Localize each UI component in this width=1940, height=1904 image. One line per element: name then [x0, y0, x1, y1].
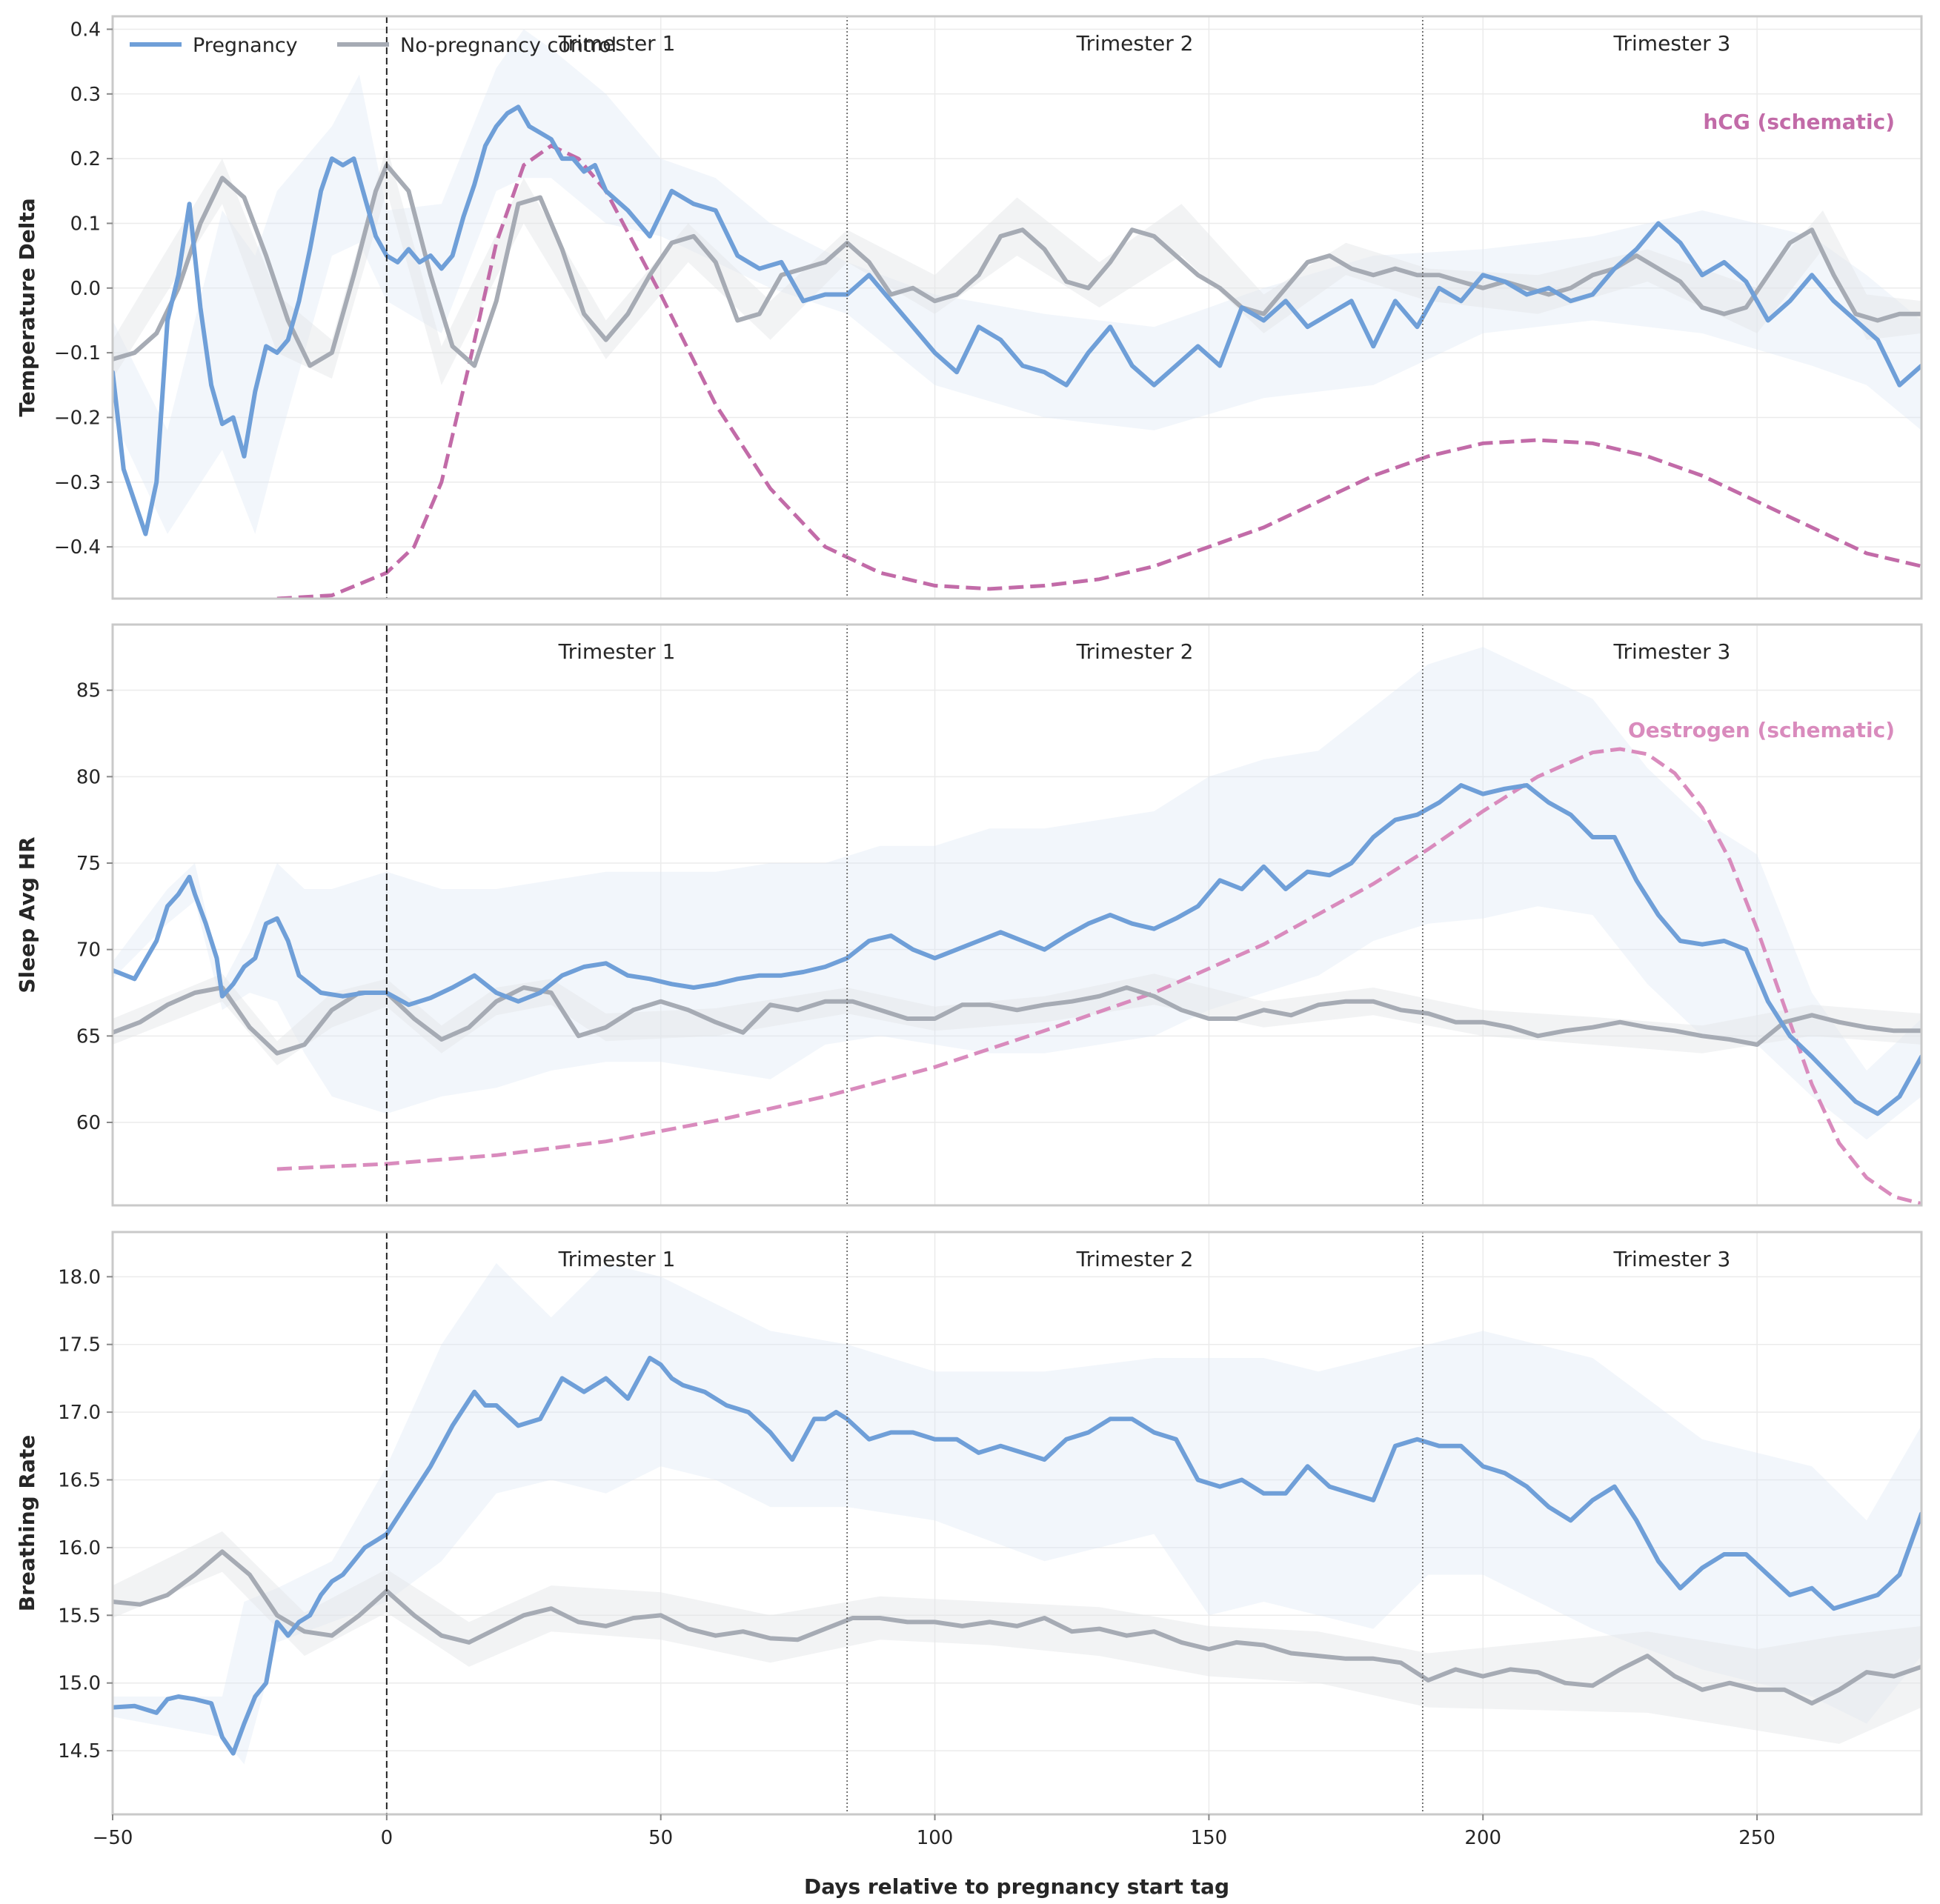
trimester-label: Trimester 3 [1613, 1247, 1731, 1271]
y-tick-label: 16.5 [58, 1470, 101, 1492]
panel-breathing-rate: Trimester 1 Trimester 2 Trimester 3 14.5 15.… [15, 1231, 1923, 1849]
trimester-label: Trimester 3 [1613, 31, 1731, 56]
y-tick-label: 80 [76, 766, 101, 788]
y-tick-label: 14.5 [58, 1740, 101, 1762]
trimester-label: Trimester 2 [1076, 639, 1194, 664]
y-axis-title: Breathing Rate [15, 1435, 39, 1612]
y-axis-title: Sleep Avg HR [15, 836, 39, 993]
x-tick-label: 50 [648, 1827, 673, 1849]
y-tick-label: 17.0 [58, 1402, 101, 1424]
legend-label-pregnancy: Pregnancy [193, 34, 298, 57]
y-tick-label: −0.4 [54, 536, 101, 559]
hormone-curve-oestrogen-schematic [276, 747, 1921, 1205]
hormone-curve-hcg-schematic [276, 143, 1921, 599]
y-tick-label: 15.5 [58, 1605, 101, 1627]
series-line-no-pregnancy-control [113, 985, 1921, 1056]
trimester-label: Trimester 1 [558, 31, 676, 56]
x-tick-label: 150 [1191, 1827, 1228, 1849]
y-tick-label: −0.2 [54, 407, 101, 429]
y-tick-label: 60 [76, 1112, 101, 1134]
x-tick-label: 0 [381, 1827, 393, 1849]
hormone-label: hCG (schematic) [1703, 110, 1895, 134]
trimester-label: Trimester 2 [1076, 1247, 1194, 1271]
y-tick-label: 0.2 [70, 148, 101, 170]
series-line-no-pregnancy-control [113, 1549, 1921, 1706]
y-tick-label: 75 [76, 853, 101, 875]
hormone-label: Oestrogen (schematic) [1628, 718, 1895, 742]
panel-frame [111, 623, 1923, 1207]
band-pregnancy [113, 1263, 1921, 1765]
y-tick-label: 0.3 [70, 84, 101, 106]
y-tick-label: 0.0 [70, 278, 101, 300]
x-tick-label: 200 [1464, 1827, 1501, 1849]
series-line-pregnancy [113, 1356, 1921, 1756]
y-tick-label: 17.5 [58, 1334, 101, 1357]
panel-temperature-delta: hCG (schematic) Trimester 1 Trimester 2 Tri… [15, 15, 1923, 600]
plot-area [113, 647, 1921, 1205]
legend: Pregnancy No-pregnancy control [130, 34, 617, 57]
y-tick-label: 0.1 [70, 213, 101, 235]
y-tick-label: 85 [76, 680, 101, 702]
legend-label-control: No-pregnancy control [400, 34, 617, 57]
trimester-label: Trimester 3 [1613, 639, 1731, 664]
y-tick-label: −0.1 [54, 342, 101, 365]
x-tick-label: 100 [917, 1827, 954, 1849]
band-no-pregnancy-control [113, 973, 1921, 1065]
y-tick-label: 65 [76, 1025, 101, 1048]
y-tick-label: 0.4 [70, 19, 101, 41]
y-axis-title: Temperature Delta [15, 198, 39, 416]
band-pregnancy [113, 29, 1921, 534]
y-tick-label: −0.3 [54, 472, 101, 494]
series-line-pregnancy [113, 104, 1921, 536]
plot-area [113, 1263, 1921, 1765]
y-tick-label: 15.0 [58, 1673, 101, 1695]
panel-frame [111, 1231, 1923, 1816]
plot-area [113, 29, 1921, 599]
trimester-label: Trimester 2 [1076, 31, 1194, 56]
y-tick-label: 70 [76, 939, 101, 962]
x-tick-label: 250 [1738, 1827, 1775, 1849]
y-tick-label: 16.0 [58, 1537, 101, 1560]
series-line-pregnancy [113, 783, 1921, 1116]
panel-sleep-avg-hr: Oestrogen (schematic) Trimester 1 Trimeste… [15, 623, 1923, 1207]
x-axis-title: Days relative to pregnancy start tag [804, 1874, 1229, 1899]
trimester-label: Trimester 1 [558, 639, 676, 664]
band-no-pregnancy-control [113, 1531, 1921, 1744]
y-tick-label: 18.0 [58, 1266, 101, 1288]
x-tick-label: −50 [93, 1827, 133, 1849]
trimester-label: Trimester 1 [558, 1247, 676, 1271]
panel-frame [111, 15, 1923, 600]
